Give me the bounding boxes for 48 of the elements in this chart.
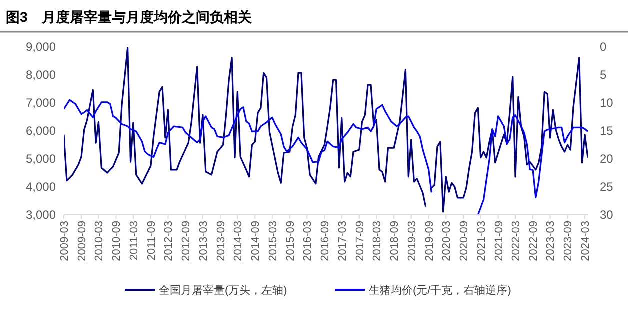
x-tick-label: 2017-09 bbox=[354, 221, 366, 262]
x-tick-label: 2013-09 bbox=[215, 221, 228, 262]
x-tick-label: 2012-09 bbox=[180, 221, 193, 262]
x-tick-label: 2013-03 bbox=[198, 221, 210, 262]
y2-tick-label: 10 bbox=[600, 96, 614, 110]
y-tick-label: 9,000 bbox=[26, 40, 56, 54]
x-tick-label: 2011-09 bbox=[146, 221, 158, 261]
x-tick-label: 2021-09 bbox=[493, 221, 506, 262]
y-tick-label: 4,000 bbox=[26, 180, 56, 194]
x-tick-label: 2009-09 bbox=[76, 221, 88, 262]
y-tick-label: 5,000 bbox=[26, 152, 56, 166]
x-tick-label: 2010-09 bbox=[111, 221, 124, 262]
legend-label: 生猪均价(元/千克，右轴逆序) bbox=[369, 284, 512, 297]
x-tick-label: 2023-09 bbox=[562, 221, 575, 262]
x-tick-label: 2012-03 bbox=[163, 221, 176, 262]
x-tick-label: 2018-03 bbox=[372, 221, 384, 262]
y-tick-label: 3,000 bbox=[26, 208, 56, 222]
y2-tick-label: 20 bbox=[600, 152, 614, 166]
y2-tick-label: 0 bbox=[600, 40, 607, 54]
x-tick-label: 2017-03 bbox=[336, 221, 349, 262]
chart-title: 图3 月度屠宰量与月度均价之间负相关 bbox=[6, 9, 252, 25]
x-tick-label: 2021-03 bbox=[476, 221, 488, 262]
legend-label: 全国月屠宰量(万头，左轴) bbox=[159, 284, 288, 297]
y2-tick-label: 5 bbox=[600, 68, 607, 82]
y2-tick-label: 30 bbox=[600, 208, 614, 222]
x-tick-label: 2011-03 bbox=[128, 221, 140, 261]
x-tick-label: 2020-09 bbox=[458, 221, 471, 262]
x-tick-label: 2015-03 bbox=[267, 221, 280, 262]
x-tick-label: 2020-03 bbox=[441, 221, 454, 262]
x-tick-label: 2019-03 bbox=[406, 221, 418, 262]
x-tick-label: 2022-09 bbox=[528, 221, 540, 262]
y-tick-label: 8,000 bbox=[26, 68, 56, 82]
y2-tick-label: 25 bbox=[600, 180, 614, 194]
x-tick-label: 2023-03 bbox=[545, 221, 558, 262]
x-tick-label: 2018-09 bbox=[389, 221, 402, 262]
x-tick-label: 2014-03 bbox=[232, 221, 245, 262]
x-tick-label: 2014-09 bbox=[250, 221, 262, 262]
x-tick-label: 2019-09 bbox=[424, 221, 436, 262]
x-tick-label: 2024-03 bbox=[580, 221, 592, 262]
y-tick-label: 6,000 bbox=[26, 124, 56, 138]
x-tick-label: 2015-09 bbox=[284, 221, 297, 262]
x-tick-label: 2009-03 bbox=[59, 221, 71, 262]
x-tick-label: 2022-03 bbox=[510, 221, 523, 262]
y-tick-label: 7,000 bbox=[26, 96, 56, 110]
y2-tick-label: 15 bbox=[600, 124, 614, 138]
x-tick-label: 2016-03 bbox=[302, 221, 314, 262]
x-tick-label: 2010-03 bbox=[94, 221, 106, 262]
x-tick-label: 2016-09 bbox=[320, 221, 332, 262]
